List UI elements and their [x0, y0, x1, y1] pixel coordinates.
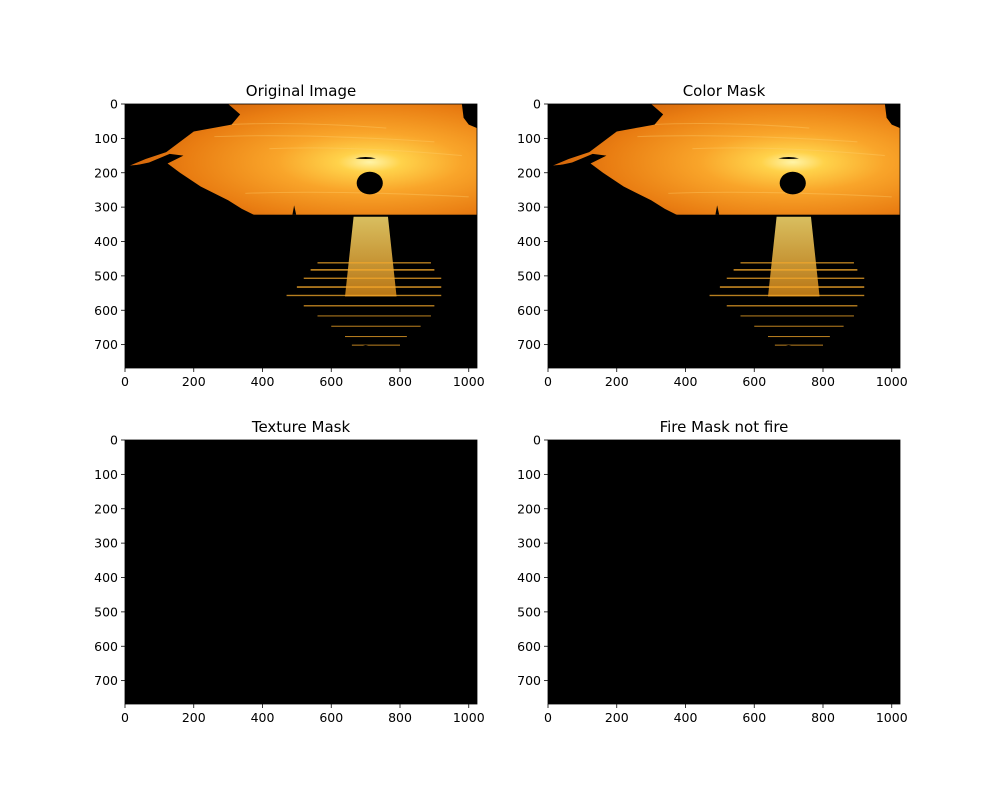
- x-tick-label: 400: [251, 374, 275, 389]
- x-tick-label: 0: [121, 710, 129, 725]
- y-tick-label: 700: [94, 337, 118, 352]
- x-tick-label: 600: [742, 710, 766, 725]
- x-tick-label: 200: [182, 374, 206, 389]
- y-tick-label: 200: [94, 501, 118, 516]
- x-tick-label: 200: [605, 374, 629, 389]
- x-tick-label: 800: [388, 710, 412, 725]
- image-content: [548, 440, 900, 704]
- y-tick-label: 700: [94, 673, 118, 688]
- y-tick-label: 300: [94, 200, 118, 215]
- x-tick-label: 800: [388, 374, 412, 389]
- y-tick-label: 200: [517, 165, 541, 180]
- subplot-title: Texture Mask: [251, 418, 351, 436]
- y-tick-label: 100: [517, 131, 541, 146]
- x-tick-label: 600: [319, 710, 343, 725]
- x-tick-label: 600: [319, 374, 343, 389]
- y-tick-label: 0: [533, 433, 541, 448]
- y-tick-label: 400: [94, 570, 118, 585]
- y-tick-label: 100: [94, 131, 118, 146]
- subplot-title: Original Image: [246, 82, 356, 100]
- x-tick-label: 0: [544, 710, 552, 725]
- y-tick-label: 0: [110, 97, 118, 112]
- y-tick-label: 500: [94, 604, 118, 619]
- y-tick-label: 600: [94, 303, 118, 318]
- y-tick-label: 500: [517, 604, 541, 619]
- x-tick-label: 600: [742, 374, 766, 389]
- subplot-3: Texture Mask 0 200 400 600 800 1000 0 100 200 300 4…: [94, 418, 485, 725]
- y-tick-label: 400: [517, 234, 541, 249]
- image-content: [125, 440, 477, 704]
- x-tick-label: 0: [544, 374, 552, 389]
- x-tick-label: 400: [251, 710, 275, 725]
- axes-frame: [547, 103, 901, 369]
- subplot-title: Color Mask: [683, 82, 766, 100]
- x-tick-label: 1000: [876, 374, 908, 389]
- x-tick-label: 200: [605, 710, 629, 725]
- axes-frame: [124, 439, 478, 705]
- subplot-title: Fire Mask not fire: [660, 418, 789, 436]
- y-tick-label: 300: [517, 200, 541, 215]
- y-tick-label: 400: [94, 234, 118, 249]
- y-tick-label: 500: [517, 268, 541, 283]
- axes-frame: [547, 439, 901, 705]
- x-tick-label: 1000: [876, 710, 908, 725]
- y-tick-label: 600: [517, 303, 541, 318]
- y-tick-label: 200: [517, 501, 541, 516]
- y-tick-label: 400: [517, 570, 541, 585]
- image-content: [125, 104, 477, 368]
- x-tick-label: 0: [121, 374, 129, 389]
- y-tick-label: 200: [94, 165, 118, 180]
- subplot-4: Fire Mask not fire 0 200 400 600 800 1000 0 100 2…: [517, 418, 908, 725]
- y-tick-label: 300: [94, 536, 118, 551]
- y-tick-label: 300: [517, 536, 541, 551]
- axes-frame: [124, 103, 478, 369]
- image-content: [548, 104, 900, 368]
- y-tick-label: 500: [94, 268, 118, 283]
- y-tick-label: 600: [94, 639, 118, 654]
- x-tick-label: 1000: [453, 710, 485, 725]
- x-tick-label: 400: [674, 374, 698, 389]
- x-tick-label: 800: [811, 374, 835, 389]
- x-tick-label: 200: [182, 710, 206, 725]
- y-tick-label: 700: [517, 673, 541, 688]
- subplot-1: Original Image 0 200 400 600 800 1000 0 100 200 30…: [94, 82, 485, 389]
- x-tick-label: 1000: [453, 374, 485, 389]
- x-tick-label: 400: [674, 710, 698, 725]
- y-tick-label: 700: [517, 337, 541, 352]
- y-tick-label: 100: [517, 467, 541, 482]
- subplot-2: Color Mask 0 200 400 600 800 1000 0 100 200 300 400…: [517, 82, 908, 389]
- y-tick-label: 0: [110, 433, 118, 448]
- y-tick-label: 0: [533, 97, 541, 112]
- y-tick-label: 100: [94, 467, 118, 482]
- y-tick-label: 600: [517, 639, 541, 654]
- x-tick-label: 800: [811, 710, 835, 725]
